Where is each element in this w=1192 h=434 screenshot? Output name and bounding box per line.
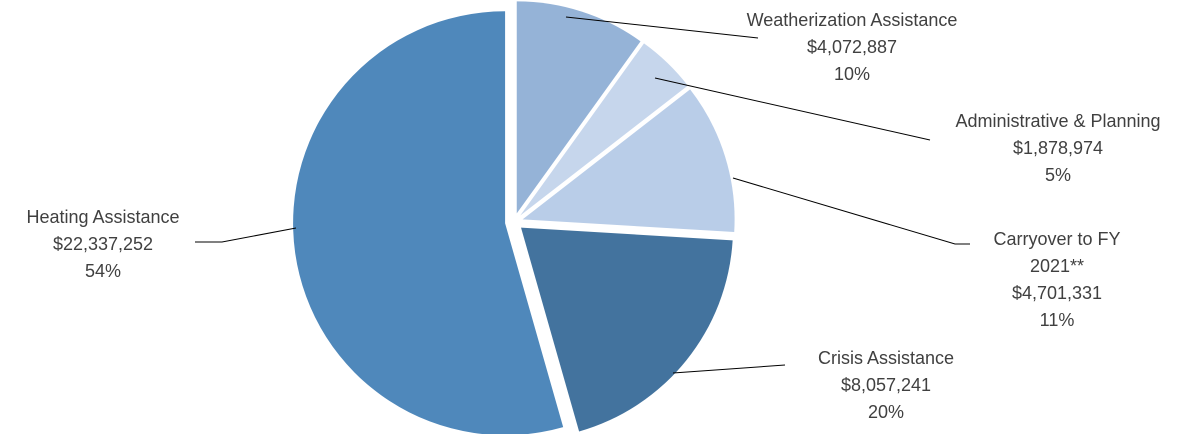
leader-lines bbox=[195, 16, 970, 374]
pie-slice-weatherization-assistance bbox=[516, 1, 641, 214]
slice-label-carryover-to-fy-2021: Carryover to FY 2021** $4,701,331 11% bbox=[993, 229, 1120, 330]
pie-slice-heating-assistance bbox=[293, 11, 564, 434]
leader-line-carryover-to-fy-2021 bbox=[732, 177, 970, 245]
leader-line-administrative-planning bbox=[654, 77, 931, 141]
slice-label-crisis-assistance: Crisis Assistance $8,057,241 20% bbox=[818, 348, 954, 422]
slice-label-weatherization-assistance: Weatherization Assistance $4,072,887 10% bbox=[747, 10, 958, 84]
slice-label-administrative-planning: Administrative & Planning $1,878,974 5% bbox=[955, 111, 1160, 185]
pie-slices bbox=[293, 1, 735, 434]
pie-slice-administrative-planning bbox=[520, 43, 688, 216]
pie-slice-crisis-assistance bbox=[521, 227, 733, 432]
slice-label-heating-assistance: Heating Assistance $22,337,252 54% bbox=[26, 207, 179, 281]
leader-line-weatherization-assistance bbox=[565, 16, 759, 39]
pie-slice-carryover-to-fy-2021 bbox=[522, 89, 735, 233]
slice-labels: Weatherization Assistance $4,072,887 10% Ad… bbox=[26, 10, 1160, 422]
leader-line-heating-assistance bbox=[195, 227, 297, 243]
leader-line-crisis-assistance bbox=[672, 364, 786, 374]
